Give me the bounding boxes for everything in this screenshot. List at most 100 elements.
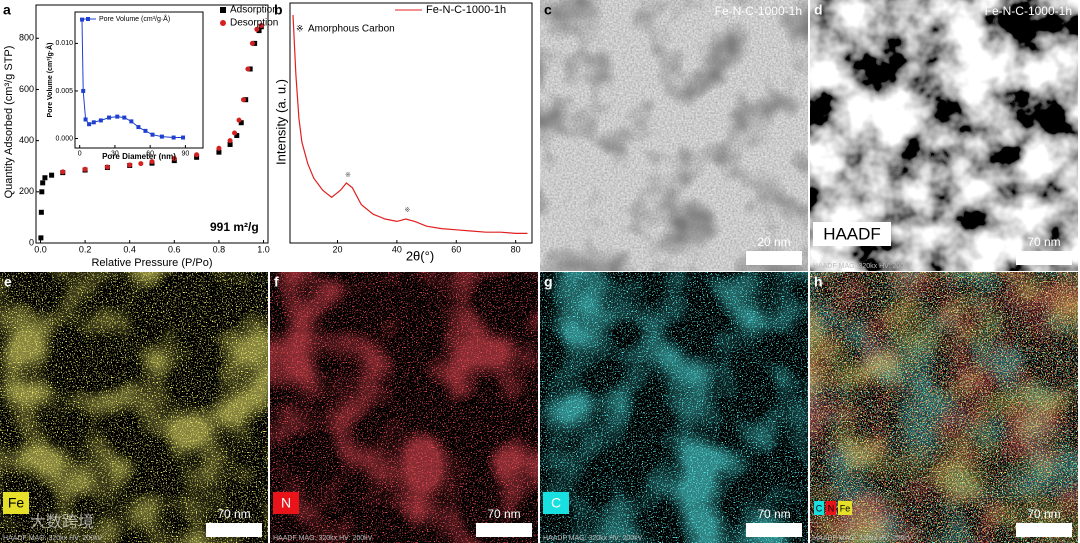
scale-bar-label: 20 nm <box>757 235 790 249</box>
image-footer: HAADF MAG: 320kx HV: 200kV <box>273 535 373 542</box>
x-axis-label: Pore Diameter (nm) <box>102 152 176 161</box>
x-tick-label: 30 <box>111 150 119 157</box>
x-tick-label: 0.6 <box>168 245 181 255</box>
panel-label: a <box>3 2 11 18</box>
image-label: Fe <box>8 495 25 511</box>
x-tick-label: 1.0 <box>257 245 270 255</box>
data-point <box>40 180 46 186</box>
scale-bar <box>746 251 802 265</box>
data-point <box>60 169 66 175</box>
image-footer: HAADF MAG: 320kx HV: 200kV <box>543 535 643 542</box>
x-axis-label: 2θ(°) <box>406 248 434 263</box>
data-point <box>238 120 244 126</box>
scale-bar-label: 70 nm <box>487 507 520 521</box>
panel-label: h <box>814 274 823 290</box>
data-point <box>136 125 141 130</box>
data-point <box>194 152 200 158</box>
data-point <box>227 138 233 144</box>
element-dots <box>540 272 808 543</box>
data-point <box>82 166 88 172</box>
x-tick-label: 80 <box>511 245 521 255</box>
data-point <box>194 154 200 160</box>
image-footer: HAADF MAG: 320kx HV: 200kV <box>813 535 913 542</box>
y-tick-label: 0.000 <box>55 135 73 142</box>
data-point <box>87 122 92 127</box>
x-axis-label: Relative Pressure (P/Po) <box>91 257 212 269</box>
data-point <box>129 119 134 124</box>
y-axis-label: Quantity Adsorbed (cm³/g STP) <box>3 46 15 199</box>
data-point <box>258 22 264 28</box>
image-caption: Fe-N-C-1000-1h <box>985 4 1072 18</box>
label-box <box>813 222 891 246</box>
plot-frame <box>74 11 204 149</box>
data-line <box>81 19 183 138</box>
panel-label: f <box>274 274 279 290</box>
peak-marker: ※ <box>404 207 410 214</box>
data-point <box>181 135 186 140</box>
legend-label: Pore Volume (cm³/g·Å) <box>99 14 170 23</box>
data-point <box>127 162 133 168</box>
scale-bar <box>1016 523 1072 537</box>
legend-label: N <box>828 503 835 513</box>
data-point <box>232 130 238 136</box>
data-point <box>115 114 120 119</box>
data-point <box>150 132 155 137</box>
data-point <box>171 135 176 140</box>
scale-bar-label: 70 nm <box>1027 235 1060 249</box>
y-axis-label: Intensity (a. u.) <box>273 79 288 165</box>
data-point <box>236 117 242 123</box>
data-point <box>91 120 96 125</box>
data-point <box>38 235 44 241</box>
watermark: 大数跨境 <box>30 512 94 531</box>
image-footer: HAADF MAG: 320kx HV: 200kV <box>3 535 103 542</box>
x-tick-label: 0.0 <box>34 245 47 255</box>
scale-bar <box>206 523 262 537</box>
x-tick-label: 40 <box>392 245 402 255</box>
data-point <box>104 164 110 170</box>
tem-particles <box>540 0 808 271</box>
y-tick-label: 0.010 <box>55 40 73 47</box>
image-footer: HAADF MAG: 320kx HV: 200kV <box>813 263 913 270</box>
data-point <box>227 141 233 147</box>
data-point <box>245 66 251 72</box>
data-point <box>138 161 144 167</box>
y-tick-label: 200 <box>19 186 34 196</box>
data-point <box>256 28 262 34</box>
data-point <box>81 88 86 93</box>
y-axis-label: Pore Volume (cm³/g·Å) <box>45 43 54 118</box>
plot-frame <box>289 2 533 244</box>
data-point <box>38 209 44 215</box>
data-point <box>39 189 45 195</box>
y-tick-label: 400 <box>19 135 34 145</box>
data-point <box>107 115 112 120</box>
element-dots <box>270 272 538 543</box>
scale-bar <box>746 523 802 537</box>
data-point <box>159 134 164 139</box>
scale-bar <box>1016 251 1072 265</box>
x-tick-label: 90 <box>181 150 189 157</box>
data-point <box>83 117 88 122</box>
legend-label: Desorption <box>230 18 278 29</box>
data-point <box>240 97 246 103</box>
data-point <box>254 26 260 32</box>
x-tick-label: 0.4 <box>123 245 136 255</box>
legend-swatch <box>814 501 824 515</box>
data-line <box>292 14 528 234</box>
image-label: C <box>551 495 561 511</box>
label-box <box>543 492 569 514</box>
data-point <box>143 128 148 133</box>
legend-label: Fe-N-C-1000-1h <box>426 4 506 16</box>
annotation: Amorphous Carbon <box>308 24 395 35</box>
y-tick-label: 600 <box>19 84 34 94</box>
x-tick-label: 0 <box>78 150 82 157</box>
label-box <box>273 492 299 514</box>
data-point <box>122 115 127 120</box>
element-dots <box>0 272 268 543</box>
data-point <box>49 172 55 178</box>
annotation: 991 m²/g <box>210 220 259 234</box>
panel-label: g <box>544 274 553 290</box>
x-tick-label: 20 <box>333 245 343 255</box>
data-point <box>216 149 222 155</box>
label-box <box>3 492 29 514</box>
scale-bar-label: 70 nm <box>1027 507 1060 521</box>
